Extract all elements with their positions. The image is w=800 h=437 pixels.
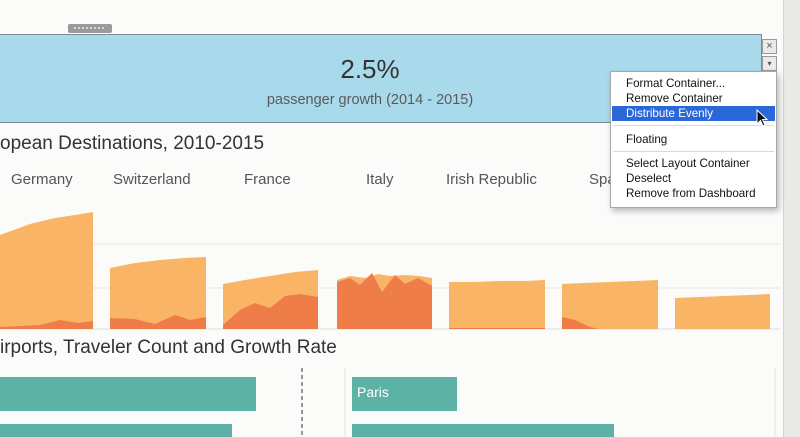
close-icon[interactable]: × [762,39,777,54]
drag-handle[interactable] [68,24,112,33]
menu-item-select-layout-container[interactable]: Select Layout Container [626,157,750,170]
section-title-destinations: opean Destinations, 2010-2015 [0,133,265,154]
kpi-value: 2.5% [340,54,400,84]
area-spain [562,280,658,329]
menu-item-format-container[interactable]: Format Container... [626,77,726,90]
sparkline-area-chart [0,212,780,330]
kpi-caption: passenger growth (2014 - 2015) [266,92,474,108]
airport-bar-chart [0,368,776,437]
airport-bar [0,377,256,411]
country-header: Spa [589,171,616,188]
section-title-airports: irports, Traveler Count and Growth Rate [0,337,337,358]
more-options-icon[interactable]: ▾ [762,56,777,71]
airport-label: Paris [357,384,389,400]
airport-bar [352,377,457,411]
country-header: Switzerland [113,171,191,188]
menu-separator [613,125,774,126]
mouse-cursor-icon [756,109,769,127]
airport-bar [0,424,232,437]
menu-item-floating[interactable]: Floating [626,133,668,146]
country-header: Irish Republic [446,171,537,188]
menu-separator [613,151,774,152]
area-france-dark [223,294,318,329]
area-spain-dark [562,317,600,329]
area-germany-dark [0,320,93,329]
area-switzerland-dark [110,315,206,329]
country-header: France [244,171,291,188]
area-irish-republic-dark [449,328,545,329]
country-header: Germany [11,171,73,188]
area-extra [675,294,770,329]
menu-item-remove-container[interactable]: Remove Container [626,92,723,105]
area-germany [0,212,93,329]
area-irish-republic [449,280,545,329]
menu-item-remove-from-dashboard[interactable]: Remove from Dashboard [626,187,756,200]
area-switzerland [110,257,206,329]
area-italy-dark [337,273,432,329]
country-header: Italy [366,171,394,188]
airport-bar [352,424,614,437]
menu-item-distribute-evenly[interactable]: Distribute Evenly [612,106,775,121]
menu-item-deselect[interactable]: Deselect [626,172,672,185]
window-edge [783,0,800,437]
context-menu: Format Container... Remove Container Dis… [610,71,777,208]
